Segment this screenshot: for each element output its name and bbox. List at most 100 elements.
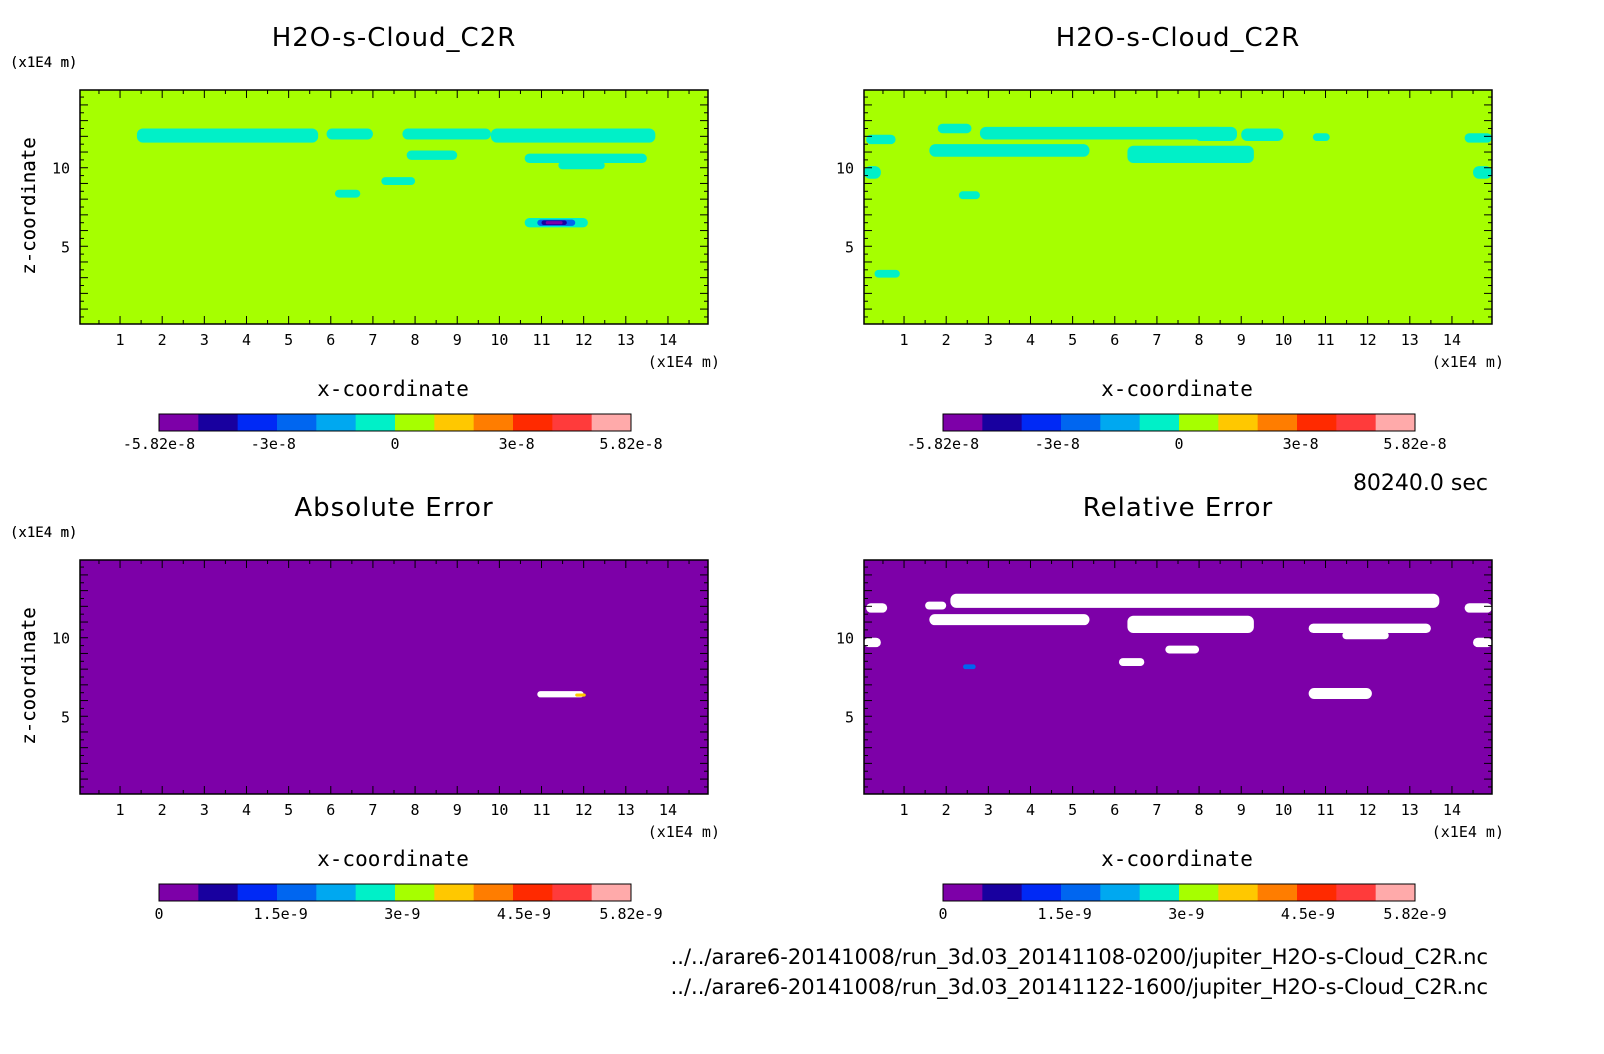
x-tick-label: 5	[1068, 331, 1077, 349]
field-region	[1464, 133, 1492, 143]
field-region	[334, 189, 361, 198]
colorbar-swatch	[1061, 414, 1101, 431]
x-tick-label: 11	[1316, 331, 1334, 349]
colorbar-tick-label: 0	[1174, 435, 1183, 453]
colorbar-swatch	[1021, 414, 1062, 431]
x-tick-label: 4	[242, 801, 251, 819]
field-region	[537, 691, 584, 698]
x-tick-label: 6	[1110, 331, 1119, 349]
y-tick-label: 10	[836, 160, 854, 178]
x-tick-label: 14	[1443, 331, 1461, 349]
colorbar-swatch	[1297, 414, 1337, 431]
x-tick-label: 12	[1359, 801, 1377, 819]
colorbar-tick-label: 0	[154, 905, 163, 923]
field-region	[958, 191, 980, 200]
y-axis-label: z-coordinate	[18, 137, 40, 274]
colorbar-swatch	[552, 414, 593, 431]
x-tick-label: 10	[1274, 801, 1292, 819]
x-tick-label: 11	[1316, 801, 1334, 819]
field-region	[406, 150, 458, 160]
field-region	[963, 664, 976, 670]
colorbar-swatch	[434, 414, 475, 431]
x-tick-label: 13	[617, 801, 635, 819]
colorbar-tick-label: 4.5e-9	[1281, 905, 1335, 923]
colorbar-tick-label: 3e-9	[384, 905, 420, 923]
colorbar: -5.82e-8 -3e-8 0 3e-8 5.82e-8	[123, 413, 663, 453]
x-tick-label: 9	[1237, 801, 1246, 819]
y-tick-label: 5	[845, 238, 854, 256]
colorbar-swatch	[1179, 414, 1219, 431]
file-path-2: ../../arare6-20141008/run_3d.03_20141122…	[671, 975, 1488, 1000]
x-tick-label: 6	[326, 331, 335, 349]
x-tick-label: 6	[326, 801, 335, 819]
colorbar-tick-label: 3e-8	[499, 435, 535, 453]
colorbar-swatch	[473, 884, 514, 901]
panel-title: H2O-s-Cloud_C2R	[1056, 23, 1301, 53]
colorbar-swatch	[198, 884, 239, 901]
field-region	[402, 128, 491, 140]
colorbar-tick-label: -5.82e-8	[123, 435, 195, 453]
colorbar-swatch	[552, 884, 593, 901]
colorbar: -5.82e-8 -3e-8 0 3e-8 5.82e-8	[907, 413, 1447, 453]
field-region	[1308, 623, 1431, 634]
x-tick-label: 13	[1401, 801, 1419, 819]
colorbar-frame	[942, 413, 1416, 432]
field-region	[1308, 687, 1372, 699]
colorbar-frame	[942, 883, 1416, 902]
panel-title: Absolute Error	[294, 493, 493, 523]
colorbar-swatch	[434, 884, 475, 901]
colorbar-tick-label: 5.82e-8	[599, 435, 662, 453]
colorbar-tick-label: -5.82e-8	[907, 435, 979, 453]
y-unit-label: (x1E4 m)	[10, 55, 77, 71]
y-tick-label: 5	[845, 708, 854, 726]
field-region	[929, 144, 1090, 157]
colorbar-swatch	[1139, 884, 1180, 901]
colorbar-swatch	[237, 414, 278, 431]
field-region	[545, 221, 563, 225]
y-unit-label: (x1E4 m)	[10, 525, 77, 541]
x-tick-label: 5	[1068, 801, 1077, 819]
colorbar-swatch	[1218, 414, 1259, 431]
y-tick-label: 5	[61, 238, 70, 256]
colorbar-swatch	[591, 884, 632, 901]
colorbar-swatch	[1257, 884, 1298, 901]
field-region	[950, 593, 1440, 608]
colorbar-swatch	[1375, 884, 1416, 901]
field-region	[866, 603, 888, 613]
x-tick-label: 14	[659, 801, 677, 819]
x-unit-label: (x1E4 m)	[648, 823, 720, 841]
y-axis-label: z-coordinate	[18, 137, 40, 274]
x-tick-label: 11	[532, 331, 550, 349]
colorbar-swatch	[1100, 414, 1141, 431]
colorbar-swatch	[1179, 884, 1219, 901]
field-region	[136, 128, 319, 143]
colorbar-swatch	[591, 414, 632, 431]
colorbar-swatch	[277, 884, 317, 901]
colorbar-swatch	[1336, 884, 1377, 901]
colorbar-swatch	[943, 414, 983, 431]
x-axis-label: x-coordinate	[1101, 847, 1253, 871]
field-region	[558, 161, 605, 170]
colorbar-swatch	[316, 884, 357, 901]
x-tick-label: 1	[116, 801, 125, 819]
panel-4: Relative Error(x1E4 m)1 2 3 4 5 6 7 8 9 10 11 12 13 1…	[10, 493, 1504, 923]
colorbar-swatch	[355, 884, 396, 901]
x-tick-label: 7	[368, 331, 377, 349]
x-tick-label: 2	[158, 331, 167, 349]
x-tick-label: 10	[1274, 331, 1292, 349]
panel-3: Absolute Error(x1E4 m)1 2 3 4 5 6 7 8 9 10 11 12 13 1…	[10, 493, 720, 923]
x-tick-label: 8	[1195, 331, 1204, 349]
x-tick-label: 2	[158, 801, 167, 819]
field-region	[1194, 126, 1238, 142]
field-region	[1165, 645, 1200, 654]
colorbar-swatch	[277, 414, 317, 431]
field-region	[925, 601, 947, 610]
plot-background	[80, 560, 708, 794]
y-tick-label: 10	[836, 630, 854, 648]
colorbar-swatch	[1061, 884, 1101, 901]
x-axis-label: x-coordinate	[317, 847, 469, 871]
x-tick-label: 8	[1195, 801, 1204, 819]
field-region	[866, 134, 896, 145]
colorbar-swatch	[1336, 414, 1377, 431]
panel-1: H2O-s-Cloud_C2R(x1E4 m)1 2 3 4 5 6 7 8 9 10 11 12 13…	[10, 23, 720, 453]
